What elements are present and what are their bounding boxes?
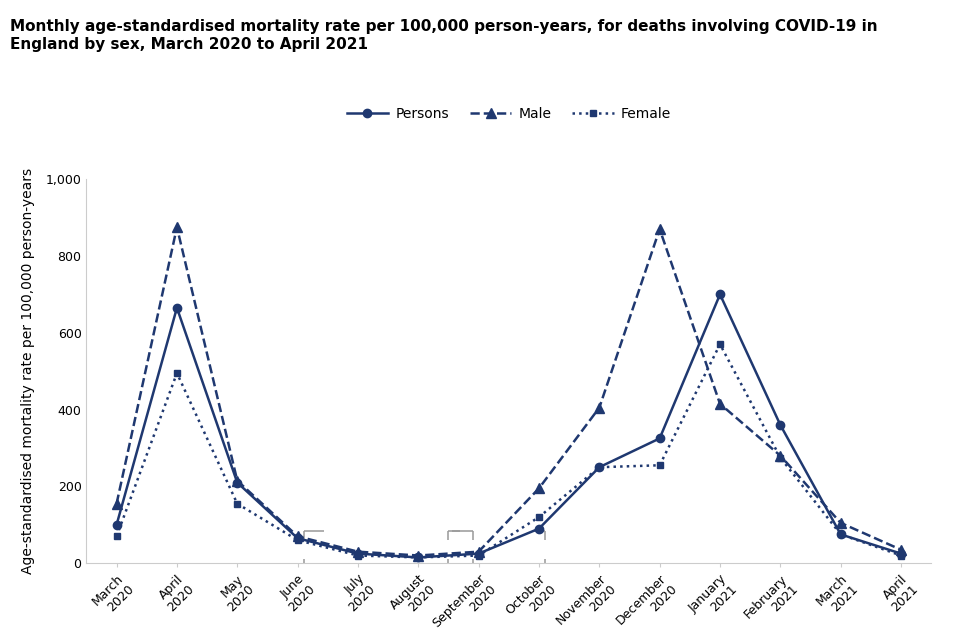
Female (352, 552, 364, 559)
Female (110, 532, 122, 540)
Male (714, 400, 726, 408)
Persons (473, 550, 485, 557)
Persons (292, 534, 303, 542)
Persons (231, 479, 243, 486)
Y-axis label: Age-standardised mortality rate per 100,000 person-years: Age-standardised mortality rate per 100,… (20, 168, 35, 574)
Persons (835, 531, 847, 538)
Female (473, 552, 485, 559)
Male (593, 404, 605, 412)
Text: Monthly age-standardised mortality rate per 100,000 person-years, for deaths inv: Monthly age-standardised mortality rate … (10, 19, 877, 52)
Female (896, 552, 907, 559)
Female (533, 513, 544, 521)
Male (352, 548, 364, 556)
Male (896, 546, 907, 554)
Male (110, 500, 122, 508)
Persons (654, 435, 665, 442)
Line: Male: Male (111, 222, 906, 561)
Male (292, 532, 303, 540)
Male (835, 519, 847, 527)
Female (654, 461, 665, 469)
Female (775, 454, 786, 461)
Persons (896, 550, 907, 557)
Male (171, 223, 182, 231)
Male (413, 552, 424, 559)
Persons (714, 291, 726, 298)
Persons (775, 421, 786, 429)
Male (533, 484, 544, 492)
Female (292, 536, 303, 544)
Female (593, 463, 605, 471)
Male (231, 477, 243, 484)
Male (473, 548, 485, 556)
Persons (171, 304, 182, 312)
Male (775, 452, 786, 460)
Persons (110, 521, 122, 529)
Female (714, 340, 726, 348)
Legend: Persons, Male, Female: Persons, Male, Female (341, 102, 677, 127)
Persons (413, 554, 424, 561)
Line: Persons: Persons (112, 290, 905, 562)
Persons (593, 463, 605, 471)
Female (835, 531, 847, 538)
Female (171, 369, 182, 377)
Male (654, 225, 665, 233)
Line: Female: Female (113, 341, 904, 561)
Persons (533, 525, 544, 532)
Female (231, 500, 243, 508)
Persons (352, 550, 364, 557)
Female (413, 554, 424, 561)
